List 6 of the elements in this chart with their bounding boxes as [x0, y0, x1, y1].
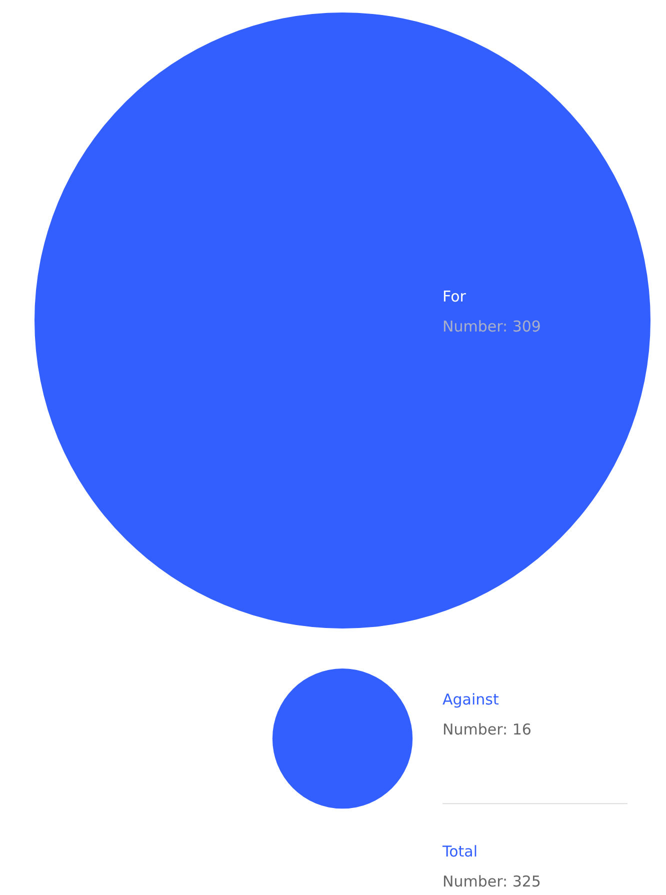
text: Number: 325: [442, 872, 541, 891]
category-label: Against: [442, 690, 499, 709]
data-label: Number: 309: [442, 318, 541, 336]
category-label: For: [442, 288, 467, 306]
text: Total: [442, 842, 478, 861]
data-label: Number: 16: [442, 720, 532, 739]
